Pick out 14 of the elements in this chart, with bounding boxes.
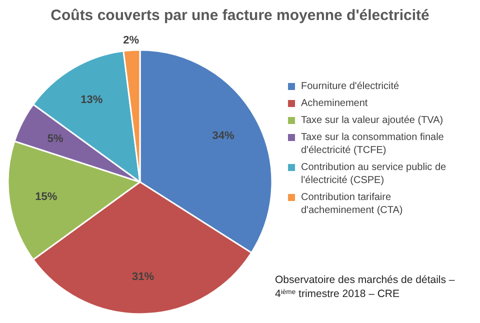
legend-label: Fourniture d'électricité: [301, 80, 400, 93]
data-label: 31%: [132, 270, 154, 283]
text: Observatoire des marchés de détails – 4$^{ième}$ trimestre 2018 – CRE: [275, 274, 455, 300]
chart-title: Coûts couverts par une facture moyenne d'électricité: [50, 7, 430, 24]
legend-label: Taxe sur la valeur ajoutée (TVA): [301, 114, 444, 127]
data-label: 2%: [123, 34, 140, 46]
data-label: 13%: [80, 94, 103, 106]
data-label: 34%: [212, 130, 235, 142]
data-label: 15%: [35, 190, 58, 203]
data-label: 5%: [47, 132, 64, 145]
legend-label: Contribution tarifaire d'acheminement (CTA): [301, 191, 404, 217]
legend-label: Acheminement: [301, 97, 369, 110]
legend-label: Taxe sur la consommation finale d'électricité (TCFE): [301, 131, 445, 157]
legend-label: Contribution au service public de l'électricité (CSPE): [301, 161, 448, 187]
